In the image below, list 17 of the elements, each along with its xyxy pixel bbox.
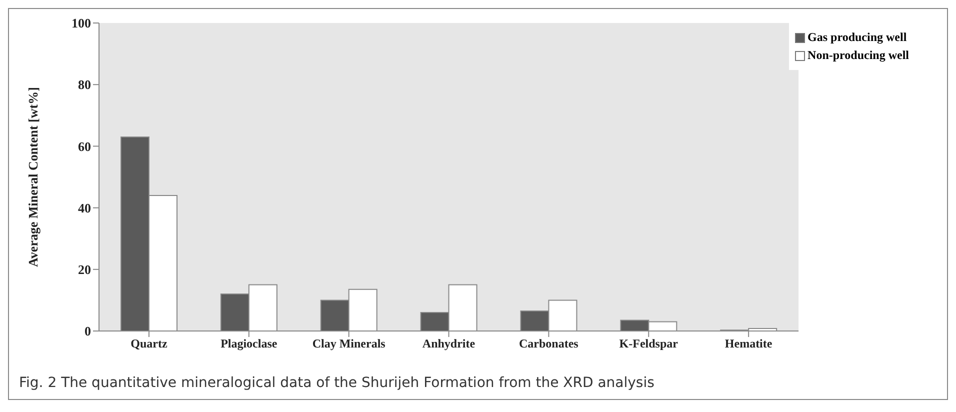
legend-label: Gas producing well: [808, 30, 907, 45]
caption: Fig. 2 The quantitative mineralogical data of the Shurijeh Formation from the XRD analysis: [18, 374, 656, 393]
y-tick-label: 60: [78, 138, 91, 154]
x-tick-label: Plagioclase: [220, 336, 278, 351]
x-tick-label: Hematite: [724, 336, 773, 351]
x-tick-label: Anhydrite: [422, 336, 476, 351]
y-tick-label: 20: [78, 262, 91, 278]
x-tick-label: Carbonates: [519, 336, 579, 351]
y-tick-label: 80: [78, 77, 91, 92]
x-tick-label: Clay Minerals: [312, 336, 386, 351]
x-tick-label: Quartz: [130, 336, 168, 351]
y-tick-label: 40: [78, 200, 91, 216]
y-tick-label: 0: [84, 324, 91, 339]
legend-label: Non-producing well: [808, 48, 909, 63]
y-axis-title: Average Mineral Content [wt%]: [26, 87, 41, 267]
x-tick-label: K-Feldspar: [619, 336, 679, 351]
y-tick-label: 100: [72, 16, 91, 31]
